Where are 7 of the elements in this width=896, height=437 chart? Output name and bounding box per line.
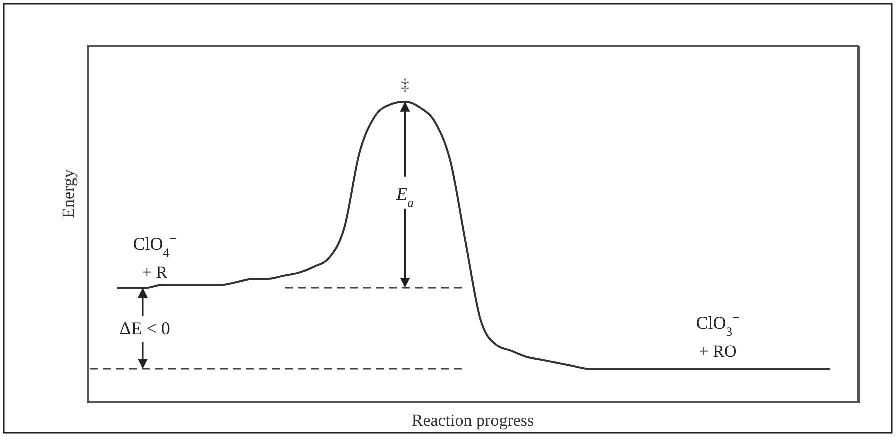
annotation: + R — [142, 262, 168, 282]
y-axis-title: Energy — [59, 169, 78, 218]
x-axis-title: Reaction progress — [412, 411, 534, 430]
text: ‡ — [401, 76, 410, 94]
annotation: E$_{a}$ — [396, 184, 414, 210]
annotation: ΔE < 0 — [120, 318, 170, 338]
annotation: + RO — [699, 342, 737, 361]
